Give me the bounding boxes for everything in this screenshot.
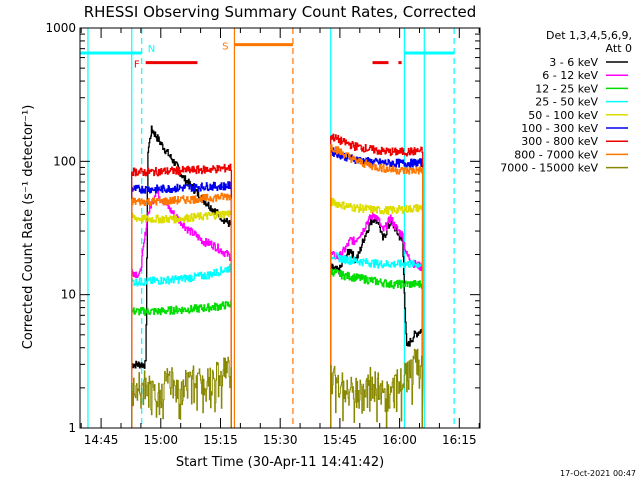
y-tick-label-1: 10 [61, 288, 76, 302]
series-4-segment-a [131, 210, 233, 428]
x-tick-label-3: 15:30 [263, 433, 298, 447]
flag-N-label: N [148, 44, 155, 55]
series-3-segment-b [330, 252, 424, 428]
timestamp: 17-Oct-2021 00:47 [560, 469, 636, 478]
x-axis-label: Start Time (30-Apr-11 14:41:42) [176, 455, 384, 470]
series-7 [131, 144, 424, 428]
series-4 [131, 197, 424, 428]
series-3 [131, 252, 424, 428]
y-tick-label-2: 100 [53, 154, 76, 168]
legend-header-attenuator: Att 0 [606, 42, 632, 55]
series-6-segment-b [330, 133, 424, 428]
series-4-segment-b [330, 197, 424, 428]
x-tick-label-0: 14:45 [84, 433, 119, 447]
series-2-segment-b [330, 268, 424, 428]
series-1-segment-a [131, 189, 233, 428]
series-1 [131, 189, 424, 428]
series-6-segment-a [131, 163, 233, 428]
legend-label-6: 300 - 800 keV [521, 135, 598, 148]
series-2 [131, 268, 424, 428]
series-8-segment-a [131, 356, 232, 428]
series-5-segment-a [131, 181, 233, 428]
x-tick-label-2: 15:15 [203, 433, 238, 447]
legend-label-0: 3 - 6 keV [549, 56, 598, 69]
series-8 [131, 348, 424, 428]
series-0-segment-a [131, 125, 233, 428]
series-5 [131, 147, 424, 428]
legend-label-5: 100 - 300 keV [521, 122, 598, 135]
x-tick-label-6: 16:15 [442, 433, 477, 447]
legend-label-4: 50 - 100 keV [528, 109, 598, 122]
series-3-segment-a [131, 263, 233, 428]
legend-label-8: 7000 - 15000 keV [500, 162, 598, 175]
x-tick-label-5: 16:00 [382, 433, 417, 447]
series-6 [131, 133, 424, 428]
legend-label-1: 6 - 12 keV [542, 69, 598, 82]
y-tick-label-0: 1 [68, 421, 76, 435]
chart-title: RHESSI Observing Summary Count Rates, Co… [84, 3, 477, 21]
series-8-segment-b [330, 348, 424, 428]
series-1-segment-b [330, 211, 424, 428]
legend-label-3: 25 - 50 keV [535, 96, 598, 109]
legend-label-2: 12 - 25 keV [535, 82, 598, 95]
axes: 1 10 100 1000 14:45 15:00 15:15 15:30 15:45 16:00… [45, 21, 481, 447]
legend-header-detectors: Det 1,3,4,5,6,9, [546, 29, 632, 42]
series-5-segment-b [330, 147, 424, 428]
x-tick-label-4: 15:45 [323, 433, 358, 447]
series-2-segment-a [131, 300, 233, 428]
plot-area: NF S [80, 28, 455, 428]
y-axis-label: Corrected Count Rate (s⁻¹ detector⁻¹) [21, 105, 36, 350]
flag-F-label: F [134, 60, 140, 71]
series-7-segment-b [330, 144, 424, 428]
flag-S-label: S [222, 42, 228, 53]
series-7-segment-a [131, 192, 233, 428]
y-tick-label-3: 1000 [45, 21, 76, 35]
x-tick-label-1: 15:00 [143, 433, 178, 447]
legend-label-7: 800 - 7000 keV [514, 148, 598, 161]
